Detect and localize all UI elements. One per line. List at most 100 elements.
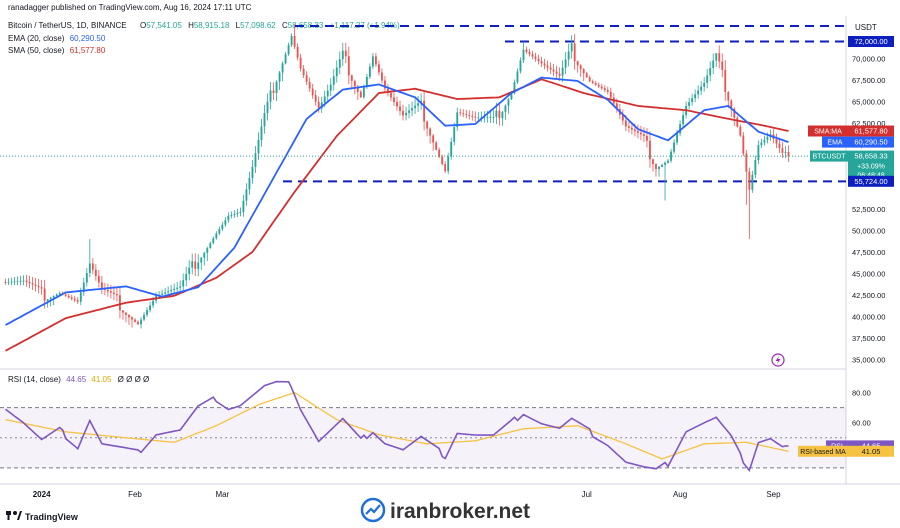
- candle: [272, 82, 275, 100]
- price-tick-label: 42,500.00: [852, 291, 885, 300]
- ema-legend[interactable]: EMA (20, close) 60,290.50: [8, 34, 106, 43]
- rsi-ma-line: [5, 391, 789, 460]
- candle: [91, 258, 94, 275]
- lightning-icon[interactable]: [771, 353, 785, 367]
- price-tick-label: 50,000.00: [852, 227, 885, 236]
- candle: [471, 110, 474, 121]
- price-tick-label: 47,500.00: [852, 248, 885, 257]
- candle: [299, 53, 302, 72]
- rsi-ma-tag-value: 41.05: [862, 447, 881, 456]
- candle: [197, 254, 200, 277]
- candle: [621, 109, 624, 125]
- candle: [456, 107, 459, 131]
- ema-tag-label: EMA: [827, 140, 843, 147]
- candle: [16, 276, 19, 286]
- candle: [146, 307, 148, 317]
- candle: [393, 92, 395, 107]
- candle: [230, 211, 233, 219]
- candle: [296, 43, 299, 61]
- sma-legend[interactable]: SMA (50, close) 61,577.80: [8, 46, 106, 55]
- candle: [85, 267, 88, 287]
- candle: [22, 275, 25, 286]
- candle: [432, 133, 435, 151]
- candle: [122, 310, 124, 320]
- time-tick-label: Jul: [582, 490, 592, 499]
- candle: [347, 46, 350, 85]
- candle: [257, 132, 260, 160]
- candle: [248, 171, 251, 195]
- candle: [594, 80, 597, 87]
- candle: [34, 277, 37, 292]
- candle: [97, 270, 100, 288]
- candle: [519, 57, 522, 74]
- time-axis: 2024 Feb Mar Jul Aug Sep: [33, 490, 781, 499]
- candle: [570, 35, 573, 59]
- candle: [206, 246, 209, 262]
- candle: [221, 221, 224, 232]
- sma-legend-value: 61,577.80: [70, 46, 106, 55]
- tradingview-logo-text[interactable]: TradingView: [25, 512, 79, 522]
- rsi-tick-label: 80.00: [852, 389, 871, 398]
- symbol-line[interactable]: Bitcoin / TetherUS, 1D, BINANCE: [8, 21, 127, 30]
- candle: [185, 266, 188, 287]
- candle: [546, 60, 549, 72]
- candle: [691, 93, 694, 106]
- candle: [131, 316, 133, 328]
- candle: [411, 101, 413, 117]
- candle: [350, 74, 353, 89]
- candle: [582, 68, 585, 82]
- resistance-tag-text: 72,000.00: [854, 37, 887, 46]
- rsi-legend-label: RSI (14, close): [8, 375, 61, 384]
- candle: [402, 104, 404, 121]
- candle: [94, 264, 97, 281]
- candlestick-series: [4, 24, 790, 329]
- candle: [125, 312, 127, 323]
- candle: [438, 147, 441, 159]
- candle: [58, 291, 61, 295]
- sma-tag-label: SMA:MA: [814, 129, 842, 136]
- candle: [215, 231, 218, 240]
- tradingview-logo-icon[interactable]: [6, 511, 22, 520]
- candle: [763, 135, 766, 146]
- rsi-legend[interactable]: RSI (14, close) 44.65 41.05 Ø Ø Ø Ø: [8, 375, 149, 384]
- candle: [387, 84, 389, 97]
- candle: [320, 96, 323, 113]
- candle: [474, 111, 477, 122]
- candle: [293, 24, 296, 50]
- candle: [489, 110, 492, 123]
- rsi-axis: 80.00 60.00: [852, 389, 871, 428]
- candle: [82, 277, 85, 296]
- candle: [290, 33, 293, 47]
- candle: [561, 60, 564, 82]
- candle: [100, 276, 103, 294]
- candle: [664, 161, 666, 201]
- candle: [31, 276, 34, 290]
- time-tick-label: Feb: [128, 490, 142, 499]
- candle: [784, 145, 787, 158]
- candle: [555, 65, 558, 79]
- currency-label[interactable]: USDT: [855, 23, 877, 32]
- candle: [552, 63, 555, 77]
- candle: [757, 140, 760, 164]
- ema-tag: EMA 60,290.50: [822, 136, 894, 148]
- change-value: +1,117.27 (+1.94%): [330, 21, 400, 30]
- candle: [450, 137, 453, 160]
- candle: [115, 286, 118, 302]
- candle: [564, 52, 567, 75]
- rsi-tick-label: 60.00: [852, 419, 871, 428]
- price-tick-label: 45,000.00: [852, 269, 885, 278]
- candle: [227, 212, 230, 223]
- candle: [655, 163, 657, 177]
- candle: [501, 111, 504, 126]
- candle: [52, 295, 55, 306]
- candle: [597, 82, 600, 89]
- candle: [70, 294, 73, 301]
- time-tick-label: Sep: [766, 490, 781, 499]
- candle: [368, 63, 371, 79]
- candle: [203, 251, 206, 266]
- candle: [748, 167, 751, 240]
- candle: [435, 140, 438, 151]
- candle: [381, 68, 383, 84]
- last-tag-symbol: BTCUSDT: [812, 154, 846, 161]
